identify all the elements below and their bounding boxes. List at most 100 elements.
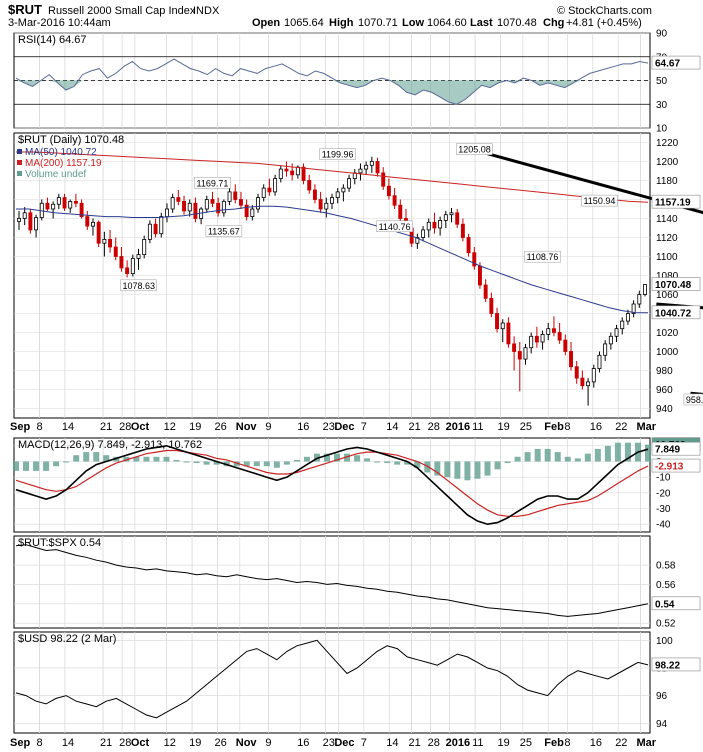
- x-bottom-tick-label: 28: [428, 737, 440, 749]
- price-label-last-box: [651, 277, 701, 291]
- macd-histogram-bar: [173, 459, 180, 462]
- macd-last-value: 7.849: [655, 445, 680, 456]
- macd-histogram-bar: [514, 456, 521, 462]
- macd-histogram-bar: [624, 442, 631, 462]
- price-y-tick-label: 1060: [656, 290, 679, 301]
- candle-body: [483, 284, 488, 299]
- candle-body: [381, 172, 386, 187]
- candle-body: [563, 339, 568, 352]
- candle-body: [273, 178, 278, 193]
- open-value: 1065.64: [284, 17, 324, 29]
- x-bottom-tick-label: 12: [164, 737, 176, 749]
- candle-body: [256, 197, 260, 210]
- candle-body: [221, 200, 226, 214]
- price-y-tick-label: 1020: [656, 328, 679, 339]
- macd-histogram-bar: [484, 461, 491, 476]
- candle-body: [193, 202, 198, 219]
- candle-body: [233, 191, 238, 200]
- x-bottom-tick-label: 19: [498, 737, 510, 749]
- panel-frame-ratio: [13, 535, 651, 629]
- candle-body: [631, 303, 636, 314]
- x-bottom-tick-label: Mar: [636, 737, 656, 749]
- x-bottom-tick-label: Oct: [131, 737, 150, 749]
- candle-body: [307, 180, 312, 191]
- x-bottom-tick-label: 16: [297, 737, 309, 749]
- price-y-tick-label: 1140: [656, 214, 678, 225]
- x-bottom-tick-label: 11: [472, 737, 483, 749]
- macd-histogram-bar: [344, 453, 351, 462]
- candle-body: [147, 223, 152, 240]
- candle-body: [130, 257, 135, 274]
- macd-histogram-bar: [554, 452, 561, 462]
- price-label-last: 1070.48: [655, 280, 692, 291]
- open-label: Open: [252, 17, 280, 29]
- candle-body: [421, 229, 426, 238]
- panel-frame-usd: [13, 631, 651, 734]
- candle-body: [375, 161, 380, 174]
- ratio-title: $RUT:$SPX 0.54: [18, 537, 101, 549]
- header-date: 3-Mar-2016 10:44am: [8, 17, 111, 29]
- price-y-tick-label: 940: [656, 404, 673, 415]
- candle-body: [330, 197, 334, 204]
- price-label-ma50-box: [651, 305, 701, 320]
- macd-histogram-bar: [183, 461, 190, 463]
- candle-body: [625, 313, 630, 322]
- ratio-last-value: 0.54: [655, 599, 675, 610]
- candle-body: [250, 208, 255, 217]
- macd-histogram-bar: [293, 459, 300, 462]
- candle-body: [176, 197, 181, 202]
- candle-body: [415, 237, 420, 244]
- x-bottom-tick-label: Feb: [544, 737, 564, 749]
- x-bottom-tick-label: 8: [36, 737, 42, 749]
- candle-body: [347, 178, 352, 189]
- macd-histogram-bar: [43, 461, 50, 471]
- annotation-box: [683, 393, 703, 406]
- usd-y-tick-label: 96: [656, 691, 668, 702]
- candle-body: [108, 238, 113, 248]
- candle-body: [643, 284, 647, 295]
- candle-body: [136, 254, 141, 259]
- macd-y-tick-label: -20: [656, 488, 671, 499]
- candle-body: [386, 185, 391, 197]
- annotation-box: [120, 279, 157, 292]
- candle-body: [551, 328, 556, 333]
- legend-label: Volume undef: [25, 169, 86, 180]
- macd-histogram-bar: [143, 456, 150, 462]
- candle-body: [267, 187, 272, 193]
- price-label-ma50: 1040.72: [655, 308, 692, 319]
- annotation-box: [376, 220, 413, 233]
- x-top-tick-label: 28: [428, 421, 440, 433]
- price-y-tick-label: 1100: [656, 252, 678, 263]
- price-annotation: 1078.63: [123, 281, 156, 291]
- x-top-tick-label: Sep: [10, 421, 30, 433]
- macd-histogram-bar: [83, 452, 90, 462]
- candle-body: [312, 189, 317, 200]
- x-top-tick-label: 7: [361, 421, 367, 433]
- rsi-y-tick-label: 30: [656, 100, 668, 111]
- brand-label: © StockCharts.com: [557, 5, 652, 17]
- candle-body: [119, 256, 124, 269]
- macd-histogram-bar: [253, 461, 260, 467]
- candle-body: [529, 335, 534, 349]
- x-bottom-tick-label: Dec: [334, 737, 354, 749]
- candle-body: [517, 351, 522, 360]
- price-title: $RUT (Daily) 1070.48: [18, 134, 124, 146]
- candle-body: [238, 199, 243, 206]
- ratio-y-tick-label: 0.58: [656, 561, 676, 572]
- macd-last-value-box: [651, 441, 701, 456]
- x-bottom-tick-label: Sep: [10, 737, 30, 749]
- x-top-tick-label: Feb: [544, 421, 564, 433]
- macd-histogram-bar: [23, 461, 30, 471]
- candle-body: [290, 170, 295, 176]
- rsi-last-value-box: [651, 55, 701, 70]
- macd-histogram-bar: [614, 442, 621, 462]
- ratio-last-value-box: [651, 596, 701, 611]
- price-y-tick-label: 1180: [656, 176, 678, 187]
- candle-body: [182, 200, 187, 212]
- candle-body: [637, 294, 642, 305]
- x-top-tick-label: 16: [590, 421, 602, 433]
- candle-body: [358, 168, 363, 174]
- x-top-tick-label: 11: [472, 421, 483, 433]
- candle-body: [580, 377, 585, 387]
- ratio-line: [15, 544, 649, 617]
